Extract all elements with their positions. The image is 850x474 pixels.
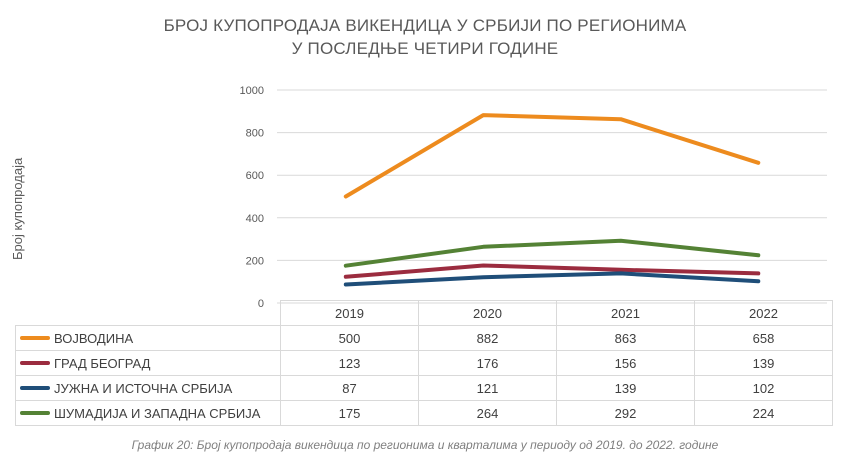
data-point [756, 253, 760, 257]
y-tick-label: 1000 [240, 85, 264, 97]
data-point [756, 271, 760, 275]
legend-entry: ГРАД БЕОГРАД [15, 350, 281, 376]
legend-entry: ШУМАДИЈА И ЗАПАДНА СРБИЈА [15, 400, 281, 426]
data-value-cell: 500 [280, 325, 419, 351]
legend-swatch [20, 386, 50, 391]
data-table-row: ВОЈВОДИНА 500 882 863 658 [15, 325, 833, 351]
data-point [481, 275, 485, 279]
figure-caption: График 20: Број купопродаја викендица по… [131, 438, 719, 452]
data-point [619, 271, 623, 275]
data-value-cell: 176 [418, 350, 557, 376]
data-point [344, 195, 348, 198]
y-tick-label: 800 [246, 128, 264, 140]
data-value-cell: 224 [694, 400, 833, 426]
data-point [756, 279, 760, 283]
chart-title: БРОЈ КУПОПРОДАЈА ВИКЕНДИЦА У СРБИЈИ ПО Р… [0, 14, 850, 60]
data-point [481, 264, 485, 268]
data-value-cell: 139 [694, 350, 833, 376]
data-value-cell: 121 [418, 375, 557, 401]
series-group-2 [343, 263, 761, 279]
series-line-4 [343, 238, 761, 268]
chart-title-line2: У ПОСЛЕДЊЕ ЧЕТИРИ ГОДИНЕ [291, 39, 559, 58]
y-tick-label: 200 [246, 255, 264, 267]
x-tick-label: 2021 [556, 300, 695, 326]
series-group-4 [343, 238, 761, 268]
legend-swatch [20, 411, 50, 416]
legend-label: ЈУЖНА И ИСТОЧНА СРБИЈА [54, 380, 233, 396]
legend-label: ВОЈВОДИНА [54, 330, 134, 346]
series-line-1 [343, 113, 761, 199]
legend-swatch [20, 336, 50, 341]
y-tick-label: 400 [246, 213, 264, 225]
series-line-2 [343, 263, 761, 279]
data-value-cell: 123 [280, 350, 419, 376]
y-tick-label: 600 [246, 170, 264, 182]
data-value-cell: 139 [556, 375, 695, 401]
data-value-cell: 102 [694, 375, 833, 401]
legend-label: ШУМАДИЈА И ЗАПАДНА СРБИЈА [54, 405, 261, 421]
data-value-cell: 156 [556, 350, 695, 376]
x-tick-label: 2019 [280, 300, 419, 326]
data-point [481, 245, 485, 249]
series-group-1 [343, 113, 761, 199]
legend-entry: ВОЈВОДИНА [15, 325, 281, 351]
series-group-3 [343, 271, 761, 287]
x-tick-label: 2022 [694, 300, 833, 326]
data-table: 2019 2020 2021 2022 ВОЈВОДИНА 500 882 863 658 ГР… [15, 300, 833, 426]
data-value-cell: 863 [556, 325, 695, 351]
data-table-row: ГРАД БЕОГРАД 123 176 156 139 [15, 350, 833, 376]
data-table-row: ШУМАДИЈА И ЗАПАДНА СРБИЈА 175 264 292 224 [15, 400, 833, 426]
data-value-cell: 292 [556, 400, 695, 426]
data-point [619, 268, 623, 272]
data-table-corner [16, 301, 281, 326]
data-point [344, 264, 348, 268]
legend-swatch [20, 361, 50, 366]
chart-title-line1: БРОЈ КУПОПРОДАЈА ВИКЕНДИЦА У СРБИЈИ ПО Р… [163, 16, 687, 35]
legend-entry: ЈУЖНА И ИСТОЧНА СРБИЈА [15, 375, 281, 401]
data-table-header-row: 2019 2020 2021 2022 [16, 300, 833, 326]
data-value-cell: 658 [694, 325, 833, 351]
data-point [344, 275, 348, 279]
data-value-cell: 264 [418, 400, 557, 426]
data-value-cell: 175 [280, 400, 419, 426]
data-point [756, 161, 760, 165]
data-value-cell: 882 [418, 325, 557, 351]
data-value-cell: 87 [280, 375, 419, 401]
data-point [619, 239, 623, 243]
data-point [481, 113, 485, 117]
data-table-row: ЈУЖНА И ИСТОЧНА СРБИЈА 87 121 139 102 [15, 375, 833, 401]
x-tick-label: 2020 [418, 300, 557, 326]
legend-label: ГРАД БЕОГРАД [54, 355, 151, 371]
data-point [619, 117, 623, 121]
series-line-3 [343, 271, 761, 287]
data-point [344, 282, 348, 286]
y-tick-label: 0 [258, 298, 264, 310]
